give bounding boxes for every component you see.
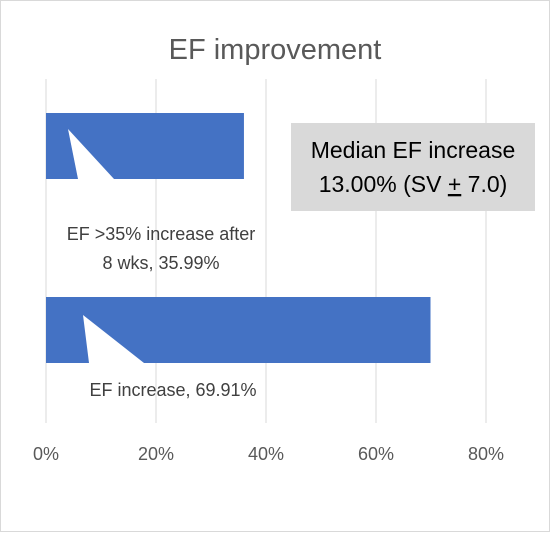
- data-label-callout-pointer: [68, 129, 114, 179]
- bars: [46, 113, 431, 363]
- data-label: EF >35% increase after 8 wks, 35.99%: [67, 224, 256, 273]
- annotation-box-background: [291, 123, 535, 211]
- annotation-plus-minus: +: [448, 171, 461, 197]
- x-tick-label: 60%: [358, 444, 394, 464]
- data-label-line: EF >35% increase after: [67, 224, 256, 244]
- data-label-line: 8 wks, 35.99%: [102, 253, 219, 273]
- annotation-line2-suffix: 7.0): [461, 171, 507, 197]
- x-tick-labels: 0% 20% 40% 60% 80%: [33, 444, 504, 464]
- data-label: EF increase, 69.91%: [89, 380, 256, 400]
- data-label-line: EF increase, 69.91%: [89, 380, 256, 400]
- annotation-line2: 13.00% (SV + 7.0): [319, 171, 508, 197]
- data-label-callout-pointer: [83, 315, 144, 363]
- x-tick-label: 20%: [138, 444, 174, 464]
- annotation-line1: Median EF increase: [311, 137, 516, 163]
- chart-title: EF improvement: [169, 34, 382, 66]
- data-labels: EF >35% increase after 8 wks, 35.99% EF in…: [67, 224, 257, 400]
- x-tick-label: 40%: [248, 444, 284, 464]
- x-tick-label: 80%: [468, 444, 504, 464]
- annotation-line2-prefix: 13.00% (SV: [319, 171, 448, 197]
- x-tick-label: 0%: [33, 444, 59, 464]
- annotation-box: Median EF increase 13.00% (SV + 7.0): [291, 123, 535, 211]
